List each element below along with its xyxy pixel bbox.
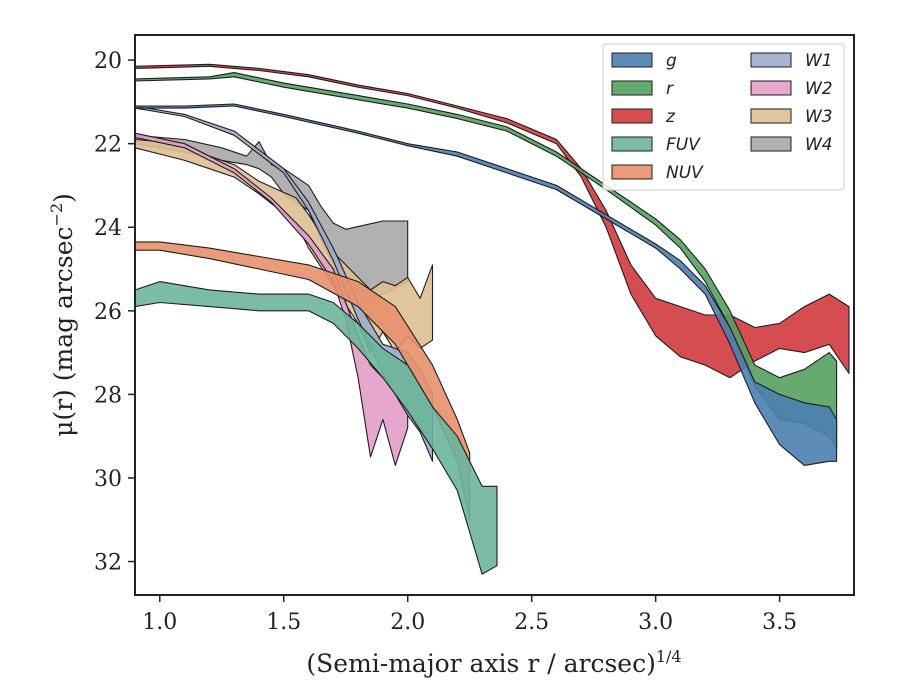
band-w1 <box>135 105 434 462</box>
legend-label-w1: W1 <box>805 51 833 71</box>
legend: grz FUV NUV W1 W2 W3 W4 <box>602 43 845 191</box>
legend-swatch-fuv <box>611 136 653 152</box>
y-tick-label: 20 <box>94 49 122 74</box>
legend-swatch-w4 <box>750 136 792 152</box>
legend-label-r: r <box>666 79 674 99</box>
legend-swatch-w1 <box>750 52 792 68</box>
y-tick-label: 26 <box>94 300 122 325</box>
y-tick-label: 32 <box>94 551 122 576</box>
legend-swatch-nuv <box>611 164 653 180</box>
y-tick-label: 24 <box>94 216 122 241</box>
legend-label-w3: W3 <box>805 107 833 127</box>
y-tick-label: 28 <box>94 383 122 408</box>
x-tick-label: 2.5 <box>514 610 549 635</box>
legend-label-w4: W4 <box>805 135 833 155</box>
band-fuv <box>135 281 498 575</box>
legend-label-w2: W2 <box>805 79 833 99</box>
x-axis-label: (Semi-major axis r / arcsec)1/4 <box>306 647 681 678</box>
band-g <box>135 103 838 466</box>
y-axis-ticks: 20 22 24 26 28 30 32 <box>94 49 135 576</box>
x-axis-ticks: 1.0 1.5 2.0 2.5 3.0 3.5 <box>142 595 797 635</box>
band-z <box>135 63 850 379</box>
x-tick-label: 1.0 <box>142 610 177 635</box>
legend-swatch-r <box>611 80 653 96</box>
y-tick-label: 22 <box>94 133 122 158</box>
legend-swatch-w2 <box>750 80 792 96</box>
legend-swatch-z <box>611 108 653 124</box>
legend-swatch-g <box>611 52 653 68</box>
x-tick-label: 1.5 <box>266 610 301 635</box>
legend-label-fuv: FUV <box>666 135 701 155</box>
y-tick-label: 30 <box>94 467 122 492</box>
band-w2 <box>135 132 409 466</box>
legend-label-nuv: NUV <box>666 163 704 183</box>
x-tick-label: 3.5 <box>762 610 797 635</box>
plot-frame <box>134 34 855 596</box>
x-tick-label: 2.0 <box>390 610 425 635</box>
y-axis-label: μ(r) (mag arcsec−2) <box>47 193 78 437</box>
legend-label-g: g <box>666 51 677 71</box>
legend-label-z: z <box>665 107 676 127</box>
x-tick-label: 3.0 <box>638 610 673 635</box>
legend-swatch-w3 <box>750 108 792 124</box>
bands-layer <box>135 63 850 575</box>
